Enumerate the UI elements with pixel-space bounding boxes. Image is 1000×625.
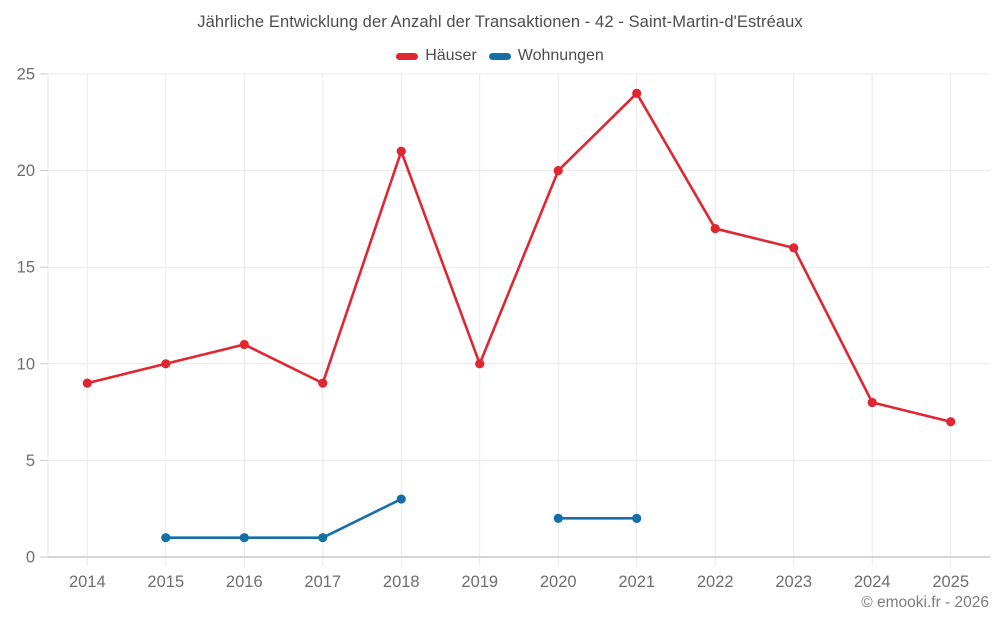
data-point-Wohnungen-2020[interactable] xyxy=(553,513,563,523)
y-tick-label-15: 15 xyxy=(17,259,35,277)
y-tick-label-25: 25 xyxy=(17,66,35,84)
legend-swatch-wohnungen-icon xyxy=(488,52,511,60)
x-tick-label-2015: 2015 xyxy=(147,573,184,591)
y-tick-label-0: 0 xyxy=(26,549,35,567)
legend-item-wohnungen[interactable]: Wohnungen xyxy=(488,47,604,65)
x-tick-label-2014: 2014 xyxy=(69,573,106,591)
data-point-Häuser-2025[interactable] xyxy=(946,417,956,427)
legend-label-wohnungen: Wohnungen xyxy=(517,47,604,64)
x-tick-label-2017: 2017 xyxy=(304,573,341,591)
copyright-footer: © emooki.fr - 2026 xyxy=(861,594,989,611)
x-tick-label-2023: 2023 xyxy=(775,573,812,591)
legend-swatch-haeuser-icon xyxy=(396,52,419,60)
y-tick-label-20: 20 xyxy=(17,162,35,180)
data-point-Wohnungen-2015[interactable] xyxy=(161,533,171,543)
data-point-Häuser-2015[interactable] xyxy=(161,359,171,369)
series-line-Häuser-1 xyxy=(86,92,953,424)
chart-legend: Häuser Wohnungen xyxy=(0,47,1000,65)
data-point-Häuser-2021[interactable] xyxy=(632,88,642,98)
legend-label-haeuser: Häuser xyxy=(425,47,477,64)
x-tick-label-2025: 2025 xyxy=(932,573,969,591)
data-point-Häuser-2023[interactable] xyxy=(789,243,799,253)
y-tick-label-5: 5 xyxy=(26,452,35,470)
x-tick-label-2018: 2018 xyxy=(383,573,420,591)
data-point-Wohnungen-2017[interactable] xyxy=(318,533,328,543)
data-point-Häuser-2020[interactable] xyxy=(553,166,563,176)
chart-title: Jährliche Entwicklung der Anzahl der Tra… xyxy=(197,13,803,31)
y-tick-label-10: 10 xyxy=(17,355,35,373)
data-point-Wohnungen-2018[interactable] xyxy=(396,494,406,504)
data-point-Wohnungen-2021[interactable] xyxy=(632,513,642,523)
x-tick-label-2021: 2021 xyxy=(618,573,655,591)
data-point-Häuser-2014[interactable] xyxy=(82,378,92,388)
data-point-Wohnungen-2016[interactable] xyxy=(239,533,249,543)
x-tick-label-2020: 2020 xyxy=(540,573,577,591)
data-point-Häuser-2022[interactable] xyxy=(710,223,720,234)
x-tick-label-2016: 2016 xyxy=(226,573,263,591)
data-point-Häuser-2024[interactable] xyxy=(867,397,877,408)
x-tick-label-2022: 2022 xyxy=(697,573,734,591)
x-tick-label-2024: 2024 xyxy=(854,573,891,591)
series-line-Wohnungen-1 xyxy=(164,497,403,539)
x-tick-label-2019: 2019 xyxy=(461,573,498,591)
data-point-Häuser-2018[interactable] xyxy=(396,146,406,156)
data-point-Häuser-2016[interactable] xyxy=(239,339,249,350)
legend-item-haeuser[interactable]: Häuser xyxy=(396,47,477,65)
data-point-Häuser-2019[interactable] xyxy=(475,359,485,369)
data-point-Häuser-2017[interactable] xyxy=(318,378,328,388)
